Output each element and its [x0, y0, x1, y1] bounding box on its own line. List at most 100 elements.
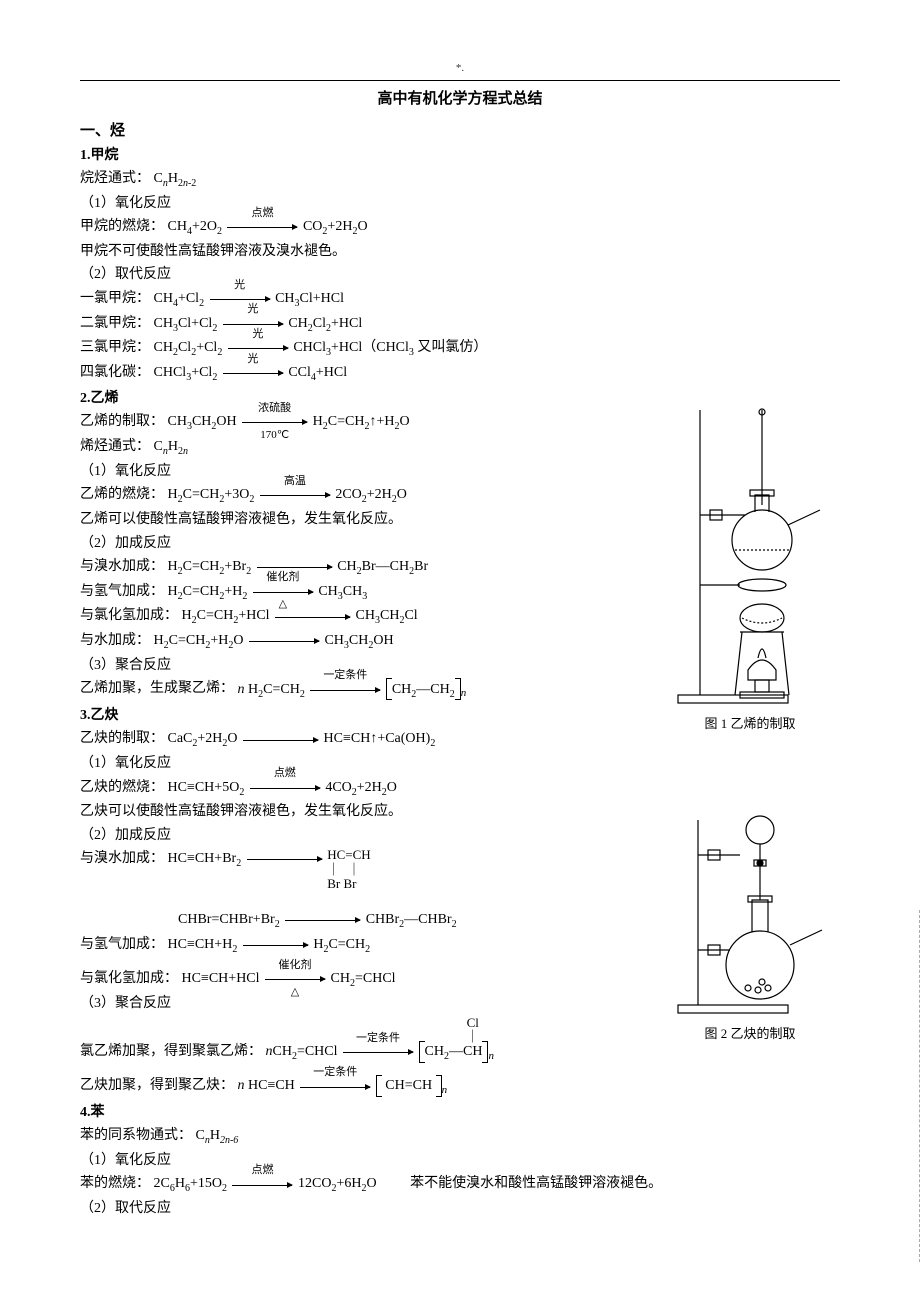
lhs: H2C=CH2+H2	[168, 584, 248, 599]
label: 苯的同系物通式：	[80, 1128, 192, 1143]
rhs: CCl4+HCl	[288, 365, 347, 380]
arrow-icon	[243, 729, 318, 749]
arrow-icon: 催化剂△	[265, 969, 325, 989]
label: 乙炔的制取：	[80, 731, 164, 746]
lhs: CaC2+2H2O	[168, 731, 238, 746]
polymer-unit: CH=CH	[382, 1079, 436, 1094]
label: 与氯化氢加成：	[80, 608, 182, 623]
arrow-icon	[285, 910, 360, 930]
polymer-unit: CH2—Cl｜CH	[425, 1044, 483, 1059]
sub-benzene: 4.苯	[80, 1102, 840, 1124]
rhs: HC≡CH↑+Ca(OH)2	[324, 731, 436, 746]
figure-1: 图 1 乙烯的制取	[670, 400, 830, 735]
lhs: H2C=CH2+H2O	[154, 633, 244, 648]
arrow-icon: 高温	[260, 485, 330, 505]
bracket-icon	[455, 678, 461, 700]
lhs: HC≡CH+Br2	[168, 851, 242, 866]
arrow-icon	[249, 631, 319, 651]
label: 与氢气加成：	[80, 937, 164, 952]
label: 乙炔的燃烧：	[80, 780, 164, 795]
equation: 乙炔加聚，得到聚乙炔： n HC≡CH 一定条件 CH=CH n	[80, 1075, 840, 1100]
rhs: CHCl3+HCl（CHCl3 又叫氯仿）	[293, 340, 487, 355]
sub-methane: 1.甲烷	[80, 145, 840, 167]
arrow-icon: 点燃	[250, 777, 320, 797]
bracket-icon	[436, 1075, 442, 1097]
bracket-icon	[482, 1041, 488, 1063]
figure-caption: 图 2 乙炔的制取	[670, 1024, 830, 1045]
equation: 二氯甲烷： CH3Cl+Cl2 光 CH2Cl2+HCl	[80, 313, 840, 337]
arrow-icon: 一定条件	[310, 679, 380, 699]
structure: HC=CH ｜ ｜ Br Br	[327, 848, 370, 891]
rhs: CH2Cl2+HCl	[288, 316, 362, 331]
lhs: CH4+2O2	[168, 219, 222, 234]
rhs: H2C=CH2	[313, 937, 370, 952]
formula: CnH2n-6	[196, 1128, 239, 1143]
lhs: CH4+Cl2	[154, 291, 205, 306]
lhs: CH3Cl+Cl2	[154, 316, 218, 331]
lhs: HC≡CH+5O2	[168, 780, 245, 795]
formula: CnH2n	[154, 439, 188, 454]
label: 与溴水加成：	[80, 851, 164, 866]
subscript-n: n	[442, 1084, 448, 1096]
arrow-icon: 催化剂△	[253, 581, 313, 601]
bracket-icon	[376, 1075, 382, 1097]
lhs: CH2Cl2+Cl2	[154, 340, 223, 355]
lhs: HC≡CH+HCl	[182, 971, 260, 986]
rhs: H2C=CH2↑+H2O	[313, 414, 410, 429]
label: 三氯甲烷：	[80, 340, 150, 355]
text-line: 苯的同系物通式： CnH2n-6	[80, 1125, 840, 1149]
lhs: nCH2=CHCl	[266, 1044, 338, 1059]
rhs: CO2+2H2O	[303, 219, 368, 234]
rhs: CH3CH2Cl	[356, 608, 418, 623]
section-heading: 一、烃	[80, 119, 840, 143]
arrow-icon	[247, 849, 322, 869]
label: 甲烷的燃烧：	[80, 219, 164, 234]
label: 乙炔加聚，得到聚乙炔：	[80, 1079, 234, 1094]
lhs: H2C=CH2+3O2	[168, 487, 255, 502]
equation: 四氯化碳： CHCl3+Cl2 光 CCl4+HCl	[80, 362, 840, 386]
lhs: n HC≡CH	[238, 1079, 295, 1094]
rhs: CH2=CHCl	[331, 971, 396, 986]
label: 一氯甲烷：	[80, 291, 150, 306]
arrow-icon	[275, 606, 350, 626]
lhs: H2C=CH2+Br2	[168, 559, 252, 574]
lhs: n H2C=CH2	[238, 682, 305, 697]
arrow-icon: 点燃	[227, 217, 297, 237]
rhs: CH2Br—CH2Br	[337, 559, 428, 574]
polymer-unit: CH2—CH2	[392, 682, 455, 697]
label: 烷烃通式：	[80, 171, 150, 186]
arrow-icon: 光	[223, 363, 283, 383]
lhs: 2C6H6+15O2	[154, 1176, 227, 1191]
text-line: （1）氧化反应	[80, 753, 840, 775]
equation: 一氯甲烷： CH4+Cl2 光 CH3Cl+HCl	[80, 288, 840, 312]
lhs: CHCl3+Cl2	[154, 365, 218, 380]
text-line: 烷烃通式： CnH2n-2	[80, 168, 840, 192]
rhs: 12CO2+6H2O	[298, 1176, 377, 1191]
arrow-icon	[243, 935, 308, 955]
label: 与溴水加成：	[80, 559, 164, 574]
label: 苯的燃烧：	[80, 1176, 150, 1191]
subscript-n: n	[461, 687, 467, 699]
rhs: CH3Cl+HCl	[275, 291, 344, 306]
subscript-n: n	[488, 1050, 494, 1062]
figure-caption: 图 1 乙烯的制取	[670, 714, 830, 735]
arrow-icon: 一定条件	[343, 1042, 413, 1062]
rhs: CHBr2—CHBr2	[366, 912, 457, 927]
equation: 乙炔的燃烧： HC≡CH+5O2 点燃 4CO2+2H2O	[80, 777, 840, 801]
arrow-icon: 点燃	[232, 1174, 292, 1194]
arrow-icon: 一定条件	[300, 1076, 370, 1096]
label: 烯烃通式：	[80, 439, 150, 454]
text-line: （2）取代反应	[80, 1198, 840, 1220]
bracket-icon	[386, 678, 392, 700]
label: 氯乙烯加聚，得到聚氯乙烯：	[80, 1044, 262, 1059]
lhs: CH3CH2OH	[168, 414, 237, 429]
lhs: CHBr=CHBr+Br2	[178, 912, 280, 927]
figure-2: 图 2 乙炔的制取	[670, 800, 830, 1045]
lhs: HC≡CH+H2	[168, 937, 238, 952]
text-line: （1）氧化反应	[80, 193, 840, 215]
apparatus-icon	[670, 400, 830, 710]
text-line: （2）取代反应	[80, 264, 840, 286]
rhs: 2CO2+2H2O	[335, 487, 407, 502]
equation: 三氯甲烷： CH2Cl2+Cl2 光 CHCl3+HCl（CHCl3 又叫氯仿）	[80, 337, 840, 361]
label: 与水加成：	[80, 633, 150, 648]
